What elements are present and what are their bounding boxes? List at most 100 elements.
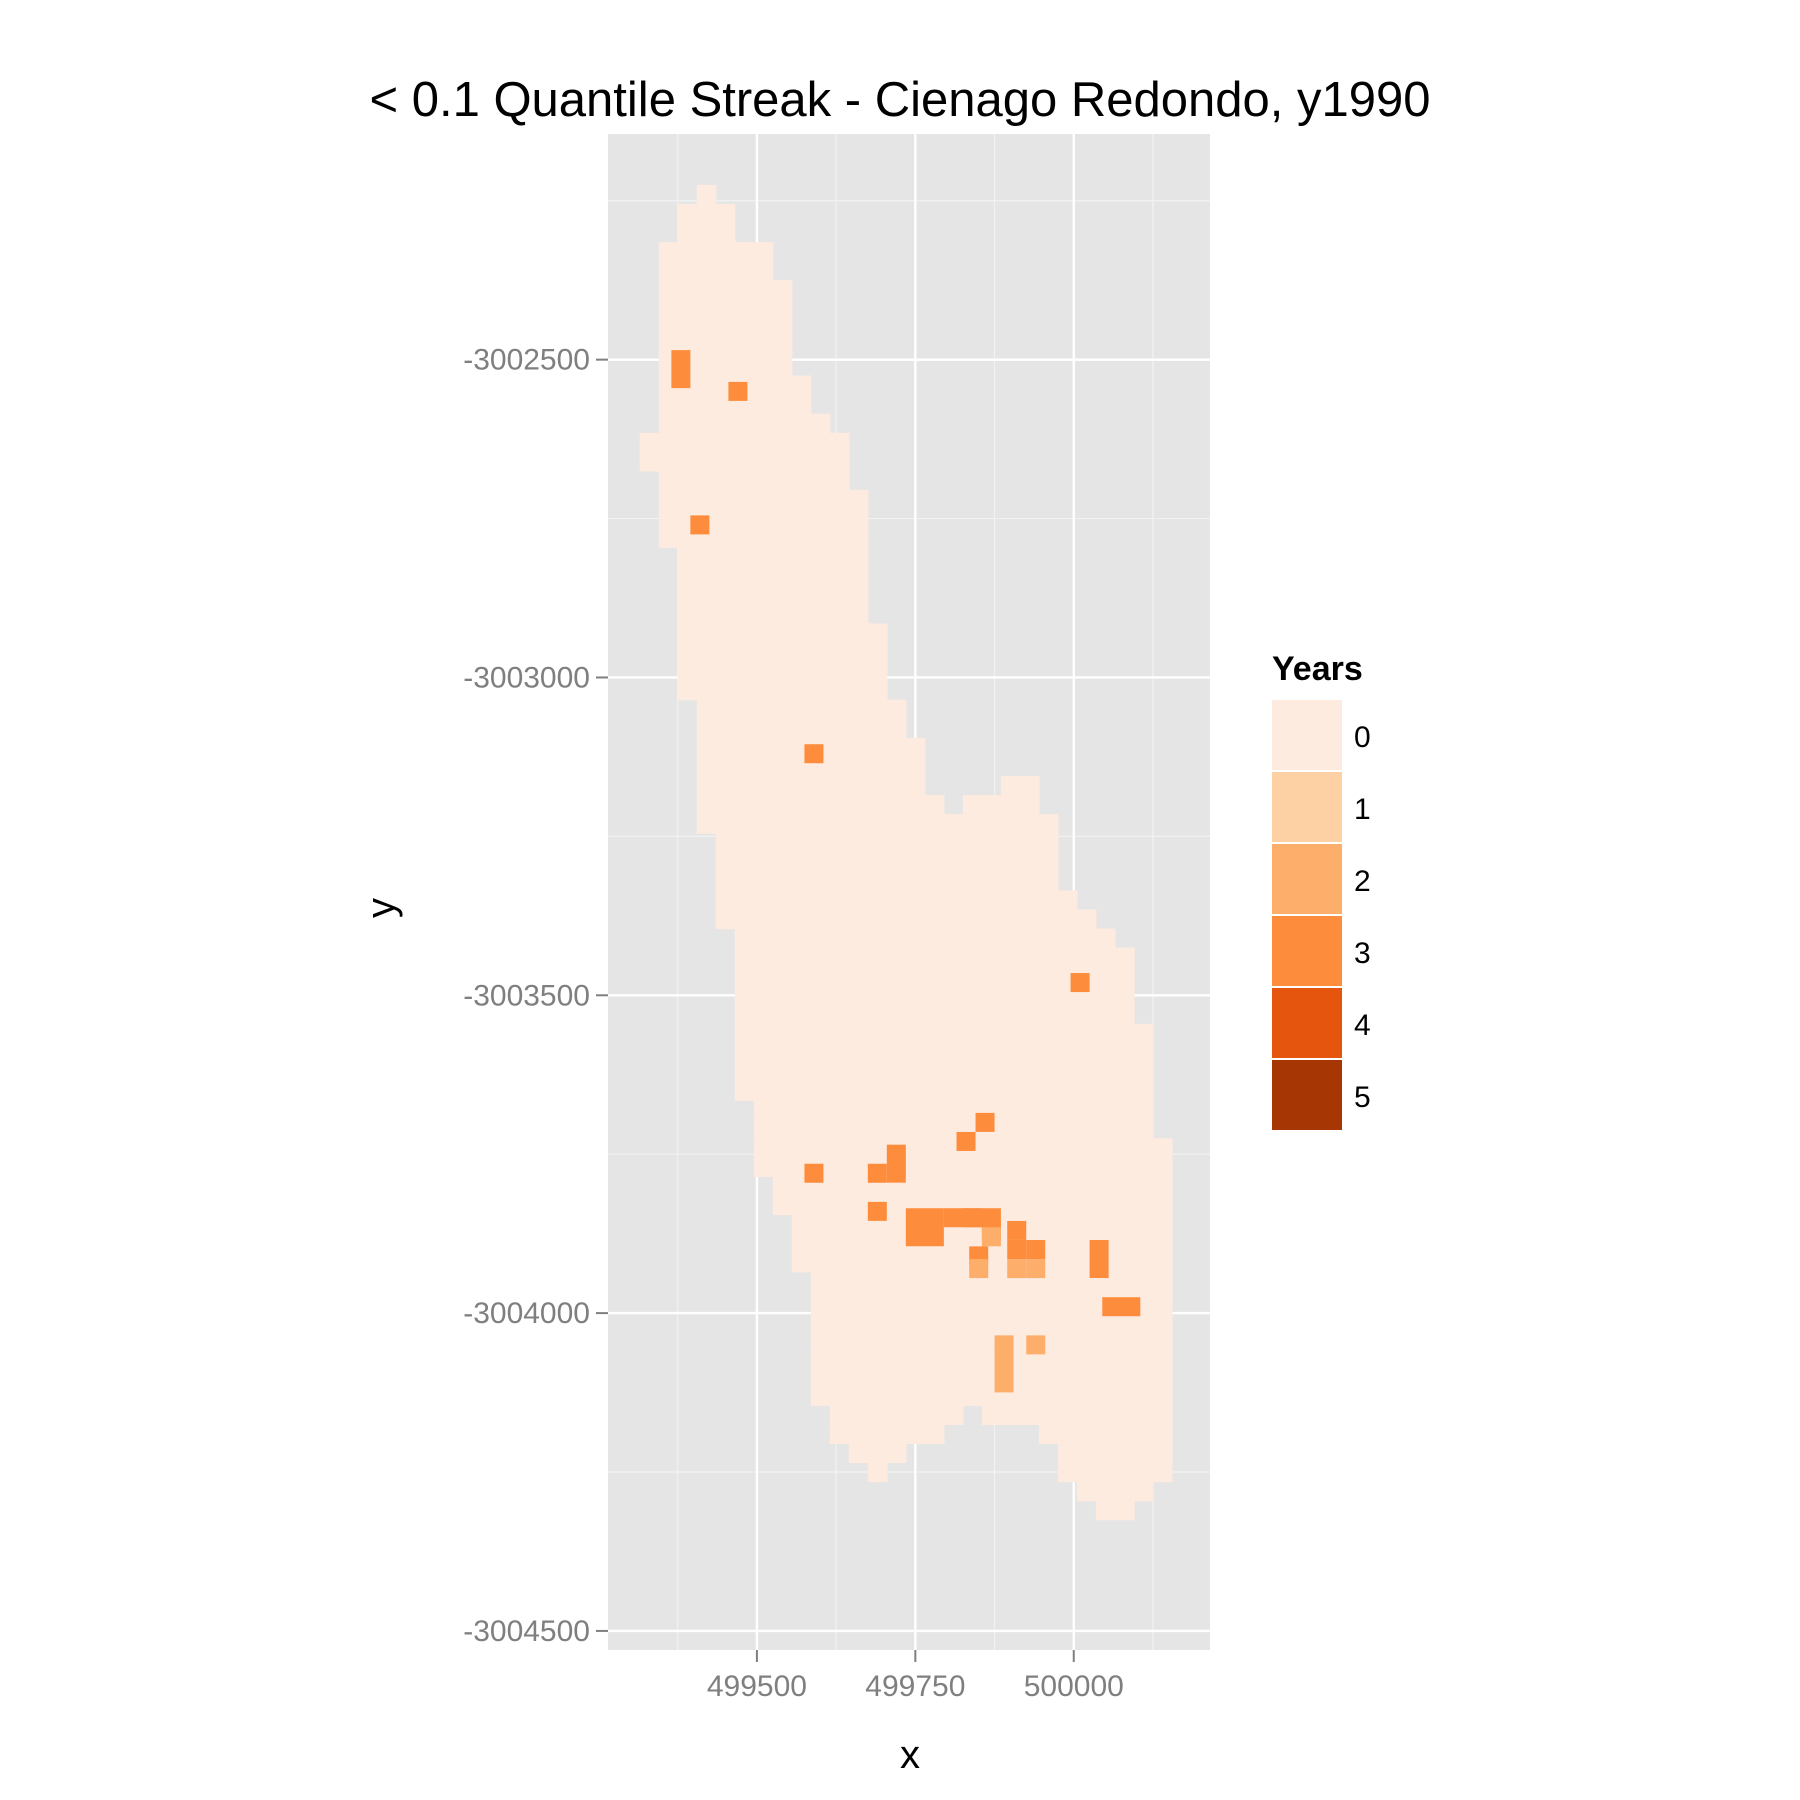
streak-cells: [671, 350, 1141, 1393]
region-cell: [639, 432, 850, 453]
streak-cell: [867, 1201, 887, 1221]
region-cell: [696, 775, 926, 796]
region-cell: [658, 470, 850, 491]
region-cell: [677, 642, 888, 663]
streak-cell: [975, 1112, 995, 1132]
region-cell: [677, 661, 888, 682]
region-cell: [734, 928, 1116, 949]
region-cell: [658, 413, 831, 434]
streak-cell: [962, 1208, 1001, 1228]
legend-key: [1272, 772, 1342, 842]
legend-label: 0: [1354, 721, 1371, 754]
streak-cell: [671, 350, 691, 389]
streak-cell: [994, 1335, 1014, 1393]
region-cell: [810, 1290, 1173, 1311]
region-cell: [810, 1386, 1173, 1406]
region-cell: [715, 890, 1078, 911]
region-cell: [658, 394, 812, 415]
y-axis-title: y: [359, 898, 403, 918]
legend-label: 3: [1354, 937, 1371, 970]
streak-cell: [1007, 1220, 1027, 1240]
streak-cell: [1070, 973, 1090, 993]
region-cell: [734, 966, 1135, 987]
region-cell: [658, 489, 869, 510]
region-cell: [810, 1271, 1173, 1292]
region-cells: [639, 184, 1173, 1521]
region-cell: [1076, 1481, 1154, 1502]
region-cell: [962, 814, 1059, 834]
region-cell: [658, 242, 774, 262]
streak-cell: [1102, 1297, 1141, 1317]
legend-key: [1272, 700, 1342, 770]
region-cell: [1000, 775, 1040, 796]
streak-cell: [1007, 1259, 1027, 1279]
region-cell: [715, 871, 1059, 892]
region-cell: [1038, 1424, 1173, 1445]
region-cell: [810, 1348, 1173, 1368]
y-tick-label: -3004500: [463, 1615, 590, 1648]
region-cell: [677, 222, 736, 243]
x-axis-title: x: [900, 1733, 920, 1777]
region-cell: [1095, 1500, 1135, 1521]
x-tick-label: 500000: [1024, 1670, 1124, 1703]
region-cell: [658, 261, 774, 281]
region-cell: [696, 718, 907, 739]
streak-cell: [1026, 1335, 1046, 1355]
legend-key: [1272, 844, 1342, 914]
x-tick-label: 499750: [865, 1670, 965, 1703]
region-cell: [715, 852, 1059, 872]
region-cell: [677, 547, 869, 567]
region-cell: [734, 1081, 1154, 1101]
region-cell: [658, 299, 793, 319]
region-cell: [1057, 1443, 1173, 1464]
streak-cell: [804, 1163, 824, 1183]
region-cell: [810, 1367, 1173, 1387]
region-cell: [658, 318, 793, 339]
legend-label: 5: [1354, 1081, 1371, 1114]
streak-cell: [1026, 1240, 1046, 1260]
region-cell: [981, 1405, 1173, 1425]
region-cell: [677, 604, 869, 625]
region-cell: [753, 1157, 1173, 1178]
region-cell: [658, 528, 869, 548]
region-cell: [696, 699, 907, 720]
region-cell: [829, 1424, 945, 1445]
y-tick-label: -3002500: [463, 344, 590, 377]
legend-keys: 0 1 2 3 4 5: [1272, 700, 1371, 1130]
x-tick-label: 499500: [707, 1670, 807, 1703]
legend-key: [1272, 916, 1342, 986]
y-tick-label: -3003000: [463, 661, 590, 694]
region-cell: [734, 1062, 1154, 1082]
legend-key: [1272, 1060, 1342, 1130]
region-cell: [677, 566, 869, 586]
region-cell: [639, 451, 850, 472]
region-cell: [696, 184, 717, 205]
region-cell: [829, 1405, 964, 1425]
region-cell: [753, 1119, 1154, 1139]
region-cell: [867, 1462, 888, 1483]
streak-cell: [867, 1163, 887, 1183]
y-axis: -3002500 -3003000 -3003500 -3004000 -3004500: [463, 344, 608, 1648]
region-cell: [772, 1176, 1173, 1197]
region-cell: [696, 795, 945, 815]
legend-label: 2: [1354, 865, 1371, 898]
streak-cell: [804, 744, 824, 764]
streak-cell: [905, 1208, 944, 1247]
region-cell: [734, 985, 1135, 1006]
region-cell: [677, 680, 888, 701]
region-cell: [658, 356, 793, 377]
region-cell: [696, 814, 964, 834]
region-cell: [810, 1309, 1173, 1330]
region-cell: [658, 280, 793, 300]
region-cell: [753, 1100, 1154, 1120]
streak-cell: [956, 1131, 976, 1151]
region-cell: [715, 833, 1059, 853]
y-tick-label: -3003500: [463, 979, 590, 1012]
legend-key: [1272, 988, 1342, 1058]
chart-title: < 0.1 Quantile Streak - Cienago Redondo,…: [369, 73, 1430, 127]
x-axis: 499500 499750 500000: [707, 1650, 1124, 1703]
streak-cell: [969, 1259, 989, 1279]
region-cell: [658, 509, 869, 529]
streak-cell: [690, 515, 710, 535]
